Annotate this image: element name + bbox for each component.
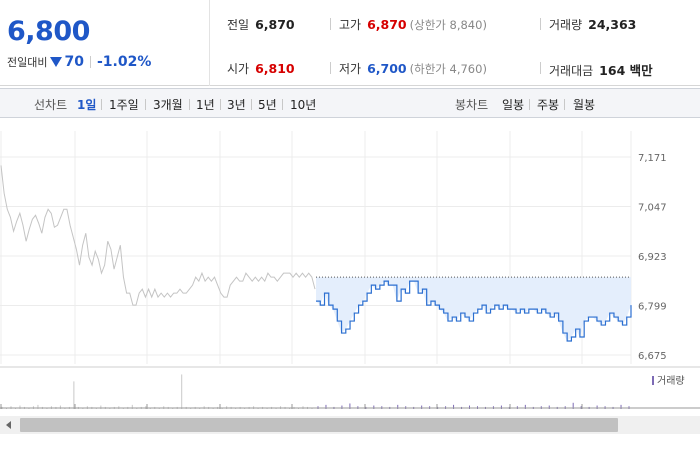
y-axis: 7,171 7,047 6,923 6,799 6,675 bbox=[638, 153, 667, 362]
y-tick-label: 7,171 bbox=[638, 153, 667, 164]
divider bbox=[564, 99, 565, 110]
open-label: 시가 bbox=[227, 62, 250, 76]
scrollbar-thumb[interactable] bbox=[20, 418, 618, 432]
price-lines bbox=[0, 165, 632, 342]
volume-cell: 거래량 24,363 bbox=[549, 16, 636, 33]
upper-limit: (상한가 8,840) bbox=[409, 18, 487, 32]
price-summary: 6,800 전일대비 70 -1.02% bbox=[0, 0, 210, 86]
quote-panel: 6,800 전일대비 70 -1.02% 전일 6,870 고가 6,870 (상한가 8… bbox=[0, 0, 700, 86]
period-10y[interactable]: 10년 bbox=[290, 98, 317, 112]
high-value: 6,870 bbox=[367, 17, 407, 32]
y-tick-label: 6,799 bbox=[638, 302, 667, 313]
line-chart-label: 선차트 bbox=[34, 98, 68, 112]
x-axis bbox=[0, 404, 700, 409]
divider bbox=[145, 99, 146, 110]
trade-value-label: 거래대금 bbox=[549, 64, 594, 78]
high-label: 고가 bbox=[339, 18, 362, 32]
period-weekly-candle[interactable]: 주봉 bbox=[537, 98, 560, 112]
change-rate: -1.02% bbox=[96, 54, 152, 70]
volume-bars bbox=[0, 366, 700, 409]
open-cell: 시가 6,810 bbox=[227, 60, 295, 77]
volume-legend-label: 거래량 bbox=[657, 376, 685, 387]
prev-close-label: 전일 bbox=[227, 18, 250, 32]
lower-limit: (하한가 4,760) bbox=[409, 62, 487, 76]
period-3y[interactable]: 3년 bbox=[227, 98, 246, 112]
change-amount: 70 bbox=[64, 54, 84, 70]
candle-chart-label: 봉차트 bbox=[455, 98, 489, 112]
scroll-left-icon[interactable] bbox=[6, 421, 11, 429]
divider bbox=[101, 99, 102, 110]
prev-close-value: 6,870 bbox=[255, 17, 295, 32]
period-5y[interactable]: 5년 bbox=[258, 98, 277, 112]
low-value: 6,700 bbox=[367, 61, 407, 76]
horizontal-scrollbar[interactable] bbox=[0, 416, 700, 434]
trade-value-cell: 거래대금 164 백만 bbox=[549, 60, 653, 79]
period-1d[interactable]: 1일 bbox=[77, 98, 97, 112]
volume-label: 거래량 bbox=[549, 18, 583, 32]
y-tick-label: 6,675 bbox=[638, 351, 667, 362]
prev-close-cell: 전일 6,870 bbox=[227, 16, 295, 33]
today-area bbox=[316, 276, 631, 342]
open-value: 6,810 bbox=[255, 61, 295, 76]
divider bbox=[282, 99, 283, 110]
divider bbox=[330, 62, 331, 74]
chart-grid bbox=[0, 131, 632, 364]
volume-legend: 거래량 bbox=[652, 372, 685, 387]
change-label: 전일대비 bbox=[7, 56, 48, 69]
change-row: 전일대비 70 -1.02% bbox=[7, 54, 151, 70]
volume-value: 24,363 bbox=[588, 17, 637, 32]
divider bbox=[330, 18, 331, 30]
low-label: 저가 bbox=[339, 62, 362, 76]
divider bbox=[251, 99, 252, 110]
volume-legend-swatch bbox=[652, 376, 654, 385]
low-cell: 저가 6,700 (하한가 4,760) bbox=[339, 60, 487, 77]
previous-day-line bbox=[0, 165, 316, 306]
divider bbox=[540, 18, 541, 30]
down-triangle-icon bbox=[50, 57, 63, 67]
period-selector-bar: 선차트 1일 1주일 3개월 1년 3년 5년 10년 봉차트 일봉 주봉 월봉 bbox=[0, 88, 700, 118]
period-daily-candle[interactable]: 일봉 bbox=[502, 98, 525, 112]
high-cell: 고가 6,870 (상한가 8,840) bbox=[339, 16, 487, 33]
period-3m[interactable]: 3개월 bbox=[153, 98, 183, 112]
divider bbox=[189, 99, 190, 110]
price-chart: 7,171 7,047 6,923 6,799 6,675 bbox=[0, 131, 700, 409]
today-fill-area bbox=[316, 277, 631, 342]
divider bbox=[89, 56, 91, 68]
period-1y[interactable]: 1년 bbox=[196, 98, 215, 112]
trade-value-value: 164 백만 bbox=[599, 63, 653, 78]
y-tick-label: 6,923 bbox=[638, 252, 667, 263]
divider bbox=[529, 99, 530, 110]
divider bbox=[540, 62, 541, 74]
period-monthly-candle[interactable]: 월봉 bbox=[573, 98, 596, 112]
period-1w[interactable]: 1주일 bbox=[109, 98, 139, 112]
y-tick-label: 7,047 bbox=[638, 203, 667, 214]
current-price: 6,800 bbox=[7, 16, 90, 47]
today-price-line bbox=[316, 280, 632, 342]
divider bbox=[220, 99, 221, 110]
